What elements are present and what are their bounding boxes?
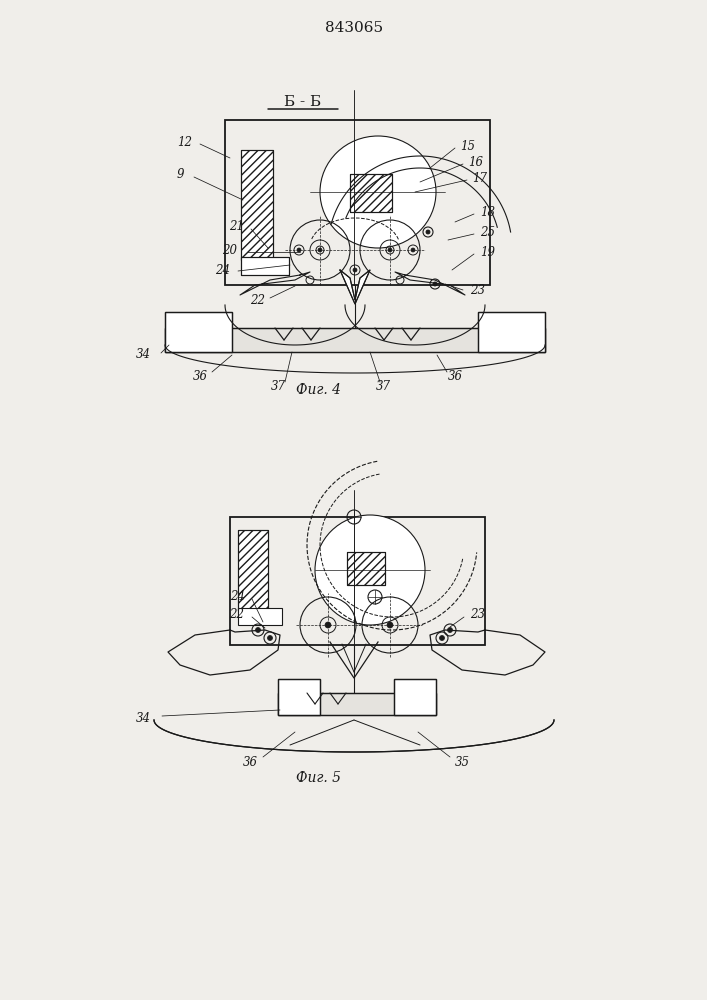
Text: 24: 24 [216, 263, 230, 276]
Text: 15: 15 [460, 139, 476, 152]
Bar [230, 517, 485, 645]
Text: 34: 34 [136, 349, 151, 361]
Bar [238, 530, 268, 610]
Bar [165, 312, 232, 352]
Circle shape [267, 636, 272, 641]
Bar [238, 608, 282, 625]
Bar [241, 257, 289, 275]
Bar [241, 150, 273, 260]
Text: 23: 23 [470, 608, 486, 621]
Circle shape [388, 248, 392, 252]
Bar [165, 328, 545, 352]
Text: 12: 12 [177, 135, 192, 148]
Text: 37: 37 [375, 380, 390, 393]
Bar [278, 693, 436, 715]
Text: Фиг. 5: Фиг. 5 [296, 771, 341, 785]
Bar [278, 679, 320, 715]
Text: 37: 37 [271, 380, 286, 393]
Text: 34: 34 [136, 712, 151, 724]
Circle shape [255, 628, 260, 633]
Bar [225, 120, 490, 285]
Bar [278, 679, 320, 715]
Text: 23: 23 [470, 284, 486, 296]
Circle shape [411, 248, 415, 252]
Circle shape [297, 248, 301, 252]
Text: 843065: 843065 [325, 21, 383, 35]
Bar [278, 693, 436, 715]
Circle shape [448, 628, 452, 633]
Text: 36: 36 [192, 369, 207, 382]
Text: 18: 18 [481, 206, 496, 219]
Bar [241, 150, 273, 260]
Bar [478, 312, 545, 352]
Bar [238, 530, 268, 610]
Text: 35: 35 [455, 756, 469, 770]
Text: 22: 22 [250, 294, 266, 306]
Circle shape [315, 515, 425, 625]
Circle shape [433, 282, 437, 286]
Text: 16: 16 [469, 155, 484, 168]
Circle shape [426, 230, 430, 234]
Text: 36: 36 [243, 756, 257, 770]
Bar [394, 679, 436, 715]
Ellipse shape [320, 136, 436, 248]
Bar [394, 679, 436, 715]
Bar [350, 174, 392, 212]
Bar [165, 312, 232, 352]
Circle shape [440, 636, 445, 641]
Text: 22: 22 [230, 608, 245, 621]
Text: 9: 9 [176, 168, 184, 182]
Text: Б - Б: Б - Б [284, 95, 322, 109]
Circle shape [387, 622, 393, 628]
Polygon shape [340, 270, 370, 304]
Bar [165, 328, 545, 352]
Text: 20: 20 [223, 243, 238, 256]
Text: 17: 17 [472, 172, 488, 184]
Bar [478, 312, 545, 352]
Circle shape [318, 248, 322, 252]
Bar [347, 552, 385, 585]
Bar [347, 552, 385, 585]
Text: 21: 21 [230, 221, 245, 233]
Circle shape [325, 622, 331, 628]
Text: 36: 36 [448, 369, 462, 382]
Bar [350, 174, 392, 212]
Text: 19: 19 [481, 245, 496, 258]
Bar [241, 257, 289, 275]
Text: 24: 24 [230, 590, 245, 603]
Text: 25: 25 [481, 226, 496, 238]
Text: Фиг. 4: Фиг. 4 [296, 383, 341, 397]
Circle shape [353, 268, 357, 272]
